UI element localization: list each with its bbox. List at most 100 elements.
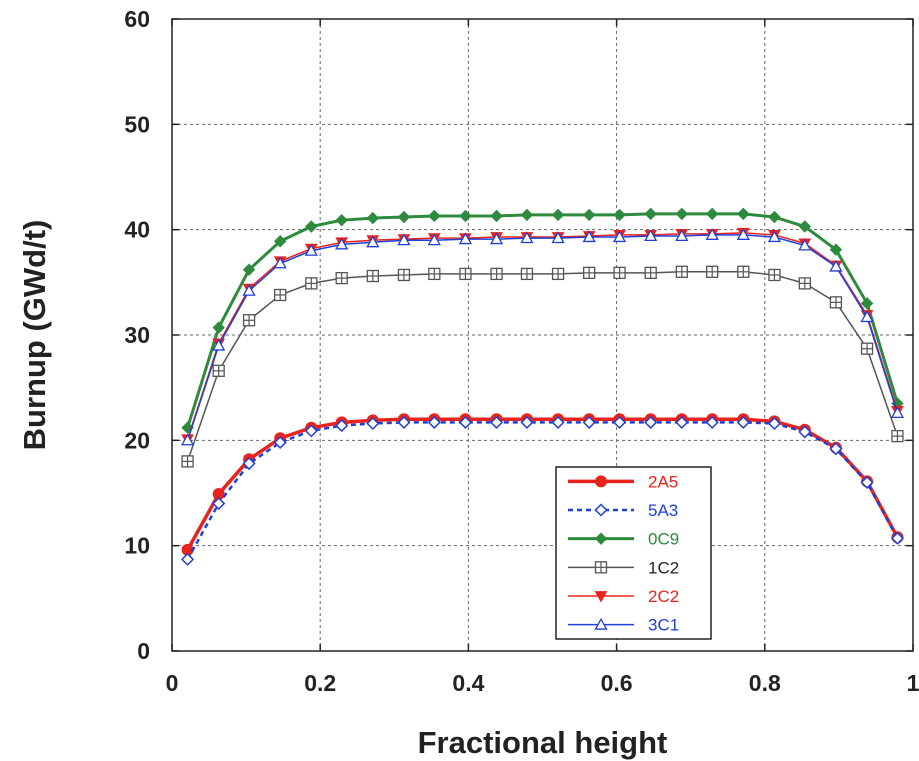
- data-point-5A3: [366, 416, 380, 431]
- legend-label: 1C2: [648, 558, 679, 577]
- data-point-1C2: [459, 267, 472, 281]
- data-point-0C9: [428, 209, 441, 223]
- data-point-0C9: [490, 209, 503, 223]
- data-point-3C1: [705, 228, 719, 240]
- series-2A5: [181, 413, 904, 556]
- series-5A3: [181, 415, 904, 566]
- data-point-0C9: [397, 210, 411, 224]
- data-point-1C2: [212, 364, 225, 377]
- data-point-3C1: [242, 283, 256, 296]
- data-point-1C2: [397, 268, 411, 282]
- legend: 2A5 5A3 0C9 1C2 2C2 3C1: [555, 466, 712, 640]
- data-point-5A3: [829, 442, 843, 456]
- data-point-5A3: [458, 415, 472, 429]
- data-point-0C9: [829, 243, 843, 256]
- data-point-5A3: [582, 415, 596, 429]
- y-tick-label: 60: [124, 6, 150, 32]
- data-point-0C9: [613, 208, 626, 222]
- series-line-2C2: [186, 232, 899, 440]
- data-point-3C1: [458, 232, 473, 245]
- data-point-3C1: [860, 310, 874, 323]
- series-2C2: [181, 227, 904, 446]
- data-point-3C1: [366, 235, 380, 248]
- y-tick-label: 10: [124, 533, 150, 559]
- data-point-0C9: [768, 210, 781, 224]
- legend-entry: 2A5: [568, 472, 678, 491]
- data-point-3C1: [767, 230, 782, 243]
- data-point-0C9: [705, 207, 719, 221]
- y-tick-label: 20: [124, 427, 150, 453]
- data-point-0C9: [520, 208, 534, 222]
- data-point-5A3: [860, 475, 874, 490]
- data-point-5A3: [335, 419, 349, 433]
- data-point-0C9: [459, 209, 472, 223]
- data-point-5A3: [890, 531, 904, 545]
- data-point-5A3: [675, 415, 689, 429]
- data-point-3C1: [273, 256, 287, 269]
- data-point-1C2: [335, 271, 348, 285]
- data-point-5A3: [767, 416, 781, 431]
- y-tick-label: 0: [137, 638, 150, 664]
- grid: [172, 19, 913, 651]
- legend-box: [555, 466, 712, 640]
- data-point-5A3: [644, 415, 658, 429]
- data-point-0C9: [644, 207, 657, 221]
- data-point-3C1: [890, 406, 905, 418]
- data-point-5A3: [736, 415, 750, 429]
- data-point-1C2: [706, 265, 719, 278]
- data-point-5A3: [212, 496, 226, 511]
- legend-entry: 3C1: [568, 616, 679, 635]
- data-point-1C2: [891, 429, 904, 443]
- x-tick-label: 0.2: [304, 670, 336, 696]
- data-point-5A3: [304, 424, 318, 438]
- data-point-1C2: [242, 314, 256, 327]
- x-tick-label: 0.8: [749, 670, 781, 696]
- series-line-2A5: [186, 417, 899, 551]
- legend-swatch-marker: [594, 503, 608, 517]
- x-axis-label: Fractional height: [418, 725, 668, 760]
- data-point-3C1: [304, 243, 318, 256]
- legend-entry: 5A3: [568, 501, 678, 520]
- data-point-1C2: [366, 269, 379, 283]
- data-point-0C9: [798, 220, 812, 233]
- legend-swatch-marker: [594, 617, 608, 630]
- data-point-0C9: [335, 213, 348, 227]
- legend-entry: 0C9: [568, 530, 679, 549]
- data-point-0C9: [551, 208, 565, 222]
- data-point-1C2: [551, 267, 565, 281]
- data-point-0C9: [212, 321, 225, 334]
- data-point-1C2: [860, 342, 874, 355]
- data-point-5A3: [613, 415, 627, 429]
- data-point-0C9: [860, 297, 874, 310]
- x-tick-label: 0.6: [601, 670, 633, 696]
- data-point-5A3: [705, 415, 719, 429]
- data-point-0C9: [737, 207, 750, 221]
- data-point-3C1: [212, 338, 226, 351]
- data-point-5A3: [551, 415, 565, 429]
- x-tick-label: 1: [907, 670, 919, 696]
- series-0C9: [181, 207, 904, 434]
- legend-label: 5A3: [648, 501, 678, 520]
- data-point-0C9: [273, 235, 287, 248]
- data-point-0C9: [675, 207, 689, 221]
- data-point-1C2: [675, 265, 688, 278]
- data-point-1C2: [737, 265, 750, 278]
- legend-label: 2A5: [648, 472, 678, 491]
- data-point-5A3: [798, 425, 812, 439]
- data-point-1C2: [520, 267, 534, 281]
- data-point-3C1: [489, 232, 504, 245]
- series-line-5A3: [186, 421, 899, 560]
- data-point-1C2: [181, 455, 194, 468]
- y-tick-label: 30: [124, 322, 150, 348]
- series-line-0C9: [186, 212, 899, 429]
- x-tick-label: 0: [166, 670, 179, 696]
- data-point-3C1: [829, 259, 843, 272]
- data-point-3C1: [180, 433, 195, 446]
- data-point-1C2: [768, 268, 781, 282]
- data-point-3C1: [675, 229, 689, 242]
- data-point-1C2: [644, 266, 657, 280]
- data-point-5A3: [520, 415, 534, 429]
- series-3C1: [180, 228, 905, 446]
- data-point-3C1: [520, 231, 534, 244]
